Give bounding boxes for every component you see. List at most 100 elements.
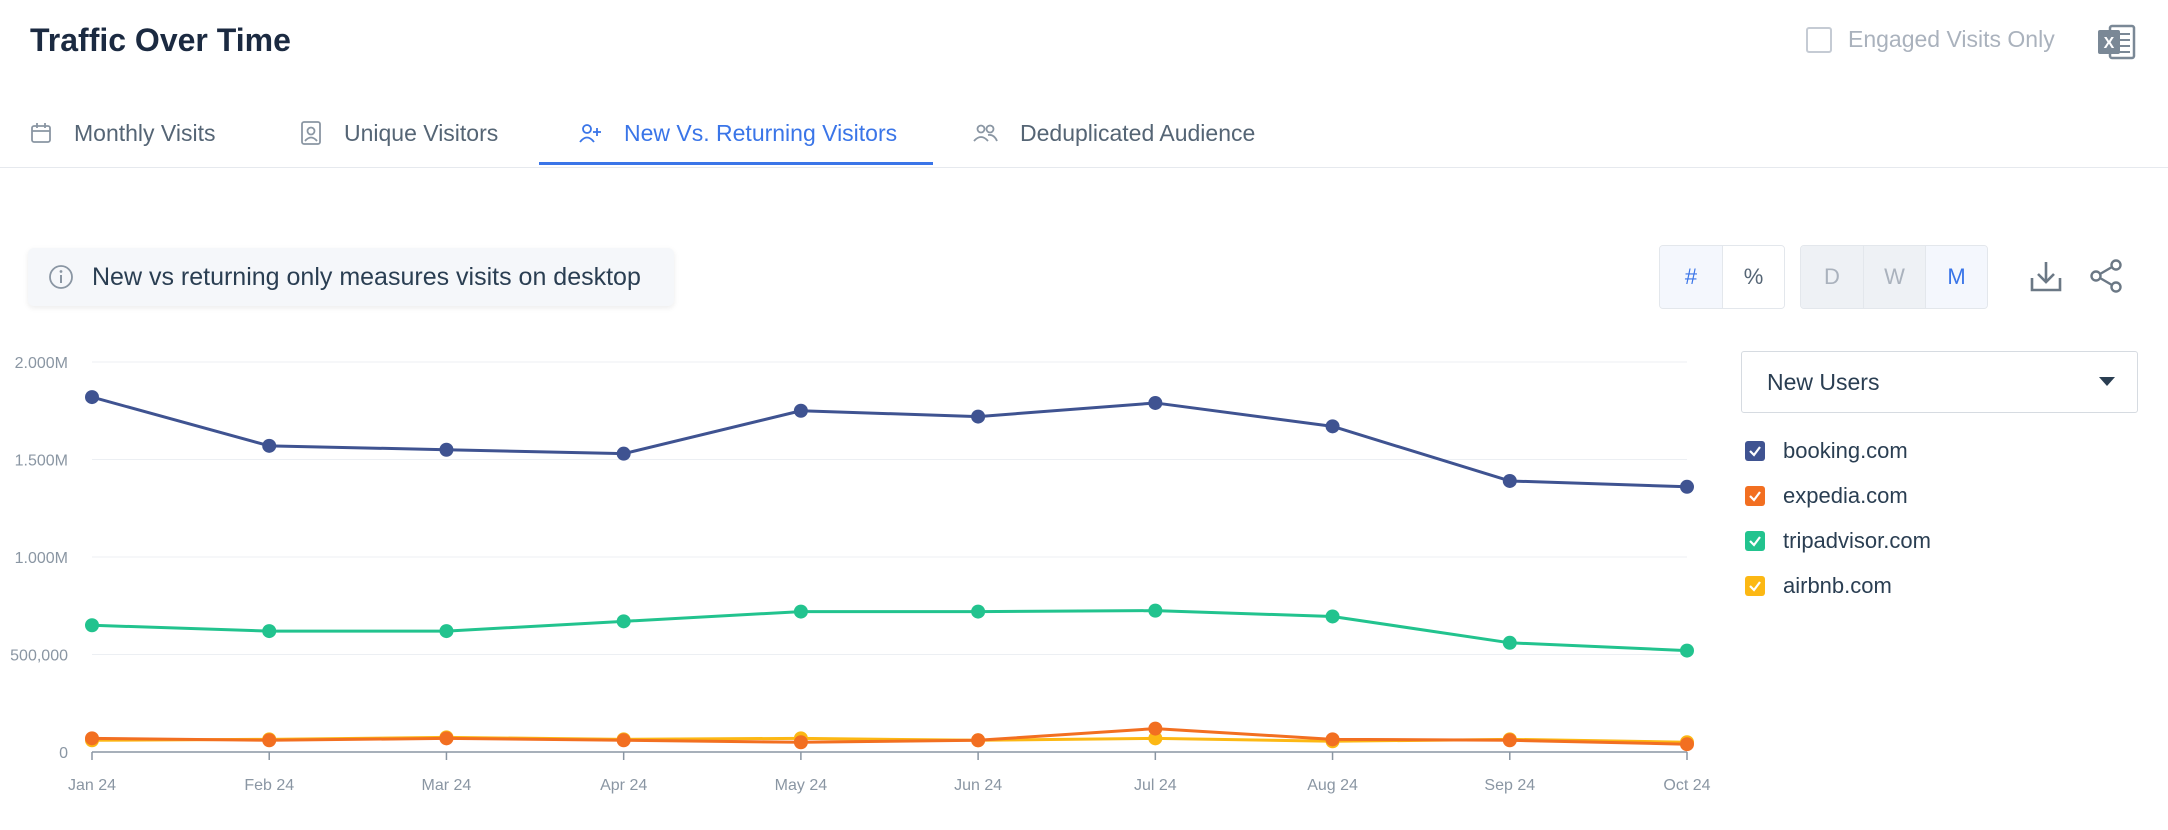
tab-deduplicated-audience[interactable]: Deduplicated Audience	[972, 98, 1255, 168]
legend-checkbox[interactable]	[1745, 440, 1765, 461]
checkmark-icon	[1749, 445, 1761, 457]
checkmark-icon	[1749, 580, 1761, 592]
active-tab-indicator	[539, 162, 933, 165]
data-point-booking	[1148, 395, 1163, 410]
data-point-booking	[1680, 479, 1694, 494]
data-point-expedia	[1502, 733, 1517, 748]
data-point-booking	[971, 409, 986, 424]
x-tick-label: Jun 24	[954, 777, 1002, 794]
engaged-visits-label: Engaged Visits Only	[1848, 26, 2055, 52]
value-mode-number-button[interactable]: #	[1660, 246, 1722, 308]
checkmark-icon	[1749, 490, 1761, 502]
tab-label: New Vs. Returning Visitors	[624, 119, 898, 146]
legend-checkbox[interactable]	[1745, 485, 1765, 506]
metric-dropdown-value: New Users	[1767, 368, 1880, 395]
series-line-expedia	[91, 727, 1688, 746]
granularity-toggle: D W M	[1800, 245, 1988, 309]
x-tick-label: Sep 24	[1484, 777, 1535, 794]
y-tick-label: 2.000M	[15, 355, 68, 372]
data-point-airbnb	[1148, 731, 1163, 746]
user-plus-icon	[579, 124, 601, 143]
info-icon	[49, 265, 73, 289]
x-tick-label: Apr 24	[600, 777, 647, 794]
chevron-down-icon	[2099, 377, 2115, 386]
x-tick-label: Aug 24	[1307, 777, 1358, 794]
engaged-visits-toggle[interactable]: Engaged Visits Only	[1806, 26, 2055, 53]
data-point-booking	[1325, 419, 1340, 434]
x-tick-label: Feb 24	[244, 777, 294, 794]
data-point-booking	[793, 403, 808, 418]
x-tick-label: May 24	[775, 777, 828, 794]
data-point-expedia	[793, 735, 808, 750]
y-tick-label: 1.000M	[15, 550, 68, 567]
engaged-visits-checkbox[interactable]	[1806, 26, 1832, 53]
legend-checkbox[interactable]	[1745, 530, 1765, 551]
legend-item-airbnb[interactable]: airbnb.com	[1745, 563, 1931, 608]
metric-dropdown[interactable]: New Users	[1741, 351, 2138, 413]
legend-checkbox[interactable]	[1745, 575, 1765, 596]
id-badge-icon	[301, 121, 321, 145]
data-point-tripadvisor	[616, 614, 631, 629]
granularity-day-button[interactable]: D	[1801, 246, 1863, 308]
tab-label: Monthly Visits	[74, 119, 216, 146]
legend-item-booking[interactable]: booking.com	[1745, 428, 1931, 473]
data-point-booking	[616, 446, 631, 461]
legend-item-expedia[interactable]: expedia.com	[1745, 473, 1931, 518]
tab-bar: Monthly Visits Unique Visitors New Vs. R…	[0, 98, 2168, 168]
legend-label: booking.com	[1783, 437, 1908, 463]
data-point-expedia	[1325, 732, 1340, 747]
data-point-tripadvisor	[85, 618, 99, 633]
y-tick-label: 500,000	[10, 648, 68, 665]
data-point-booking	[1502, 473, 1517, 488]
data-point-tripadvisor	[1680, 643, 1694, 658]
value-mode-percent-button[interactable]: %	[1722, 246, 1784, 308]
data-point-expedia	[1680, 737, 1694, 752]
page-title: Traffic Over Time	[30, 22, 291, 58]
data-point-tripadvisor	[971, 604, 986, 619]
x-tick-label: Jan 24	[68, 777, 116, 794]
data-point-booking	[262, 438, 277, 453]
excel-export-icon[interactable]: X	[2096, 22, 2136, 62]
data-point-tripadvisor	[262, 624, 277, 639]
x-tick-label: Mar 24	[422, 777, 472, 794]
users-icon	[973, 124, 998, 142]
info-text: New vs returning only measures visits on…	[92, 262, 641, 291]
x-tick-label: Jul 24	[1134, 777, 1177, 794]
legend-label: expedia.com	[1783, 482, 1908, 508]
data-point-tripadvisor	[439, 624, 454, 639]
data-point-booking	[439, 442, 454, 457]
info-banner: New vs returning only measures visits on…	[28, 248, 674, 306]
series-line-tripadvisor	[91, 609, 1688, 653]
data-point-expedia	[616, 733, 631, 748]
data-point-expedia	[262, 733, 277, 748]
tab-label: Unique Visitors	[344, 119, 499, 146]
share-icon[interactable]	[2088, 258, 2124, 294]
x-tick-label: Oct 24	[1663, 777, 1710, 794]
tab-unique-visitors[interactable]: Unique Visitors	[300, 98, 498, 168]
data-point-tripadvisor	[1325, 609, 1340, 624]
data-point-expedia	[85, 731, 99, 746]
svg-text:X: X	[2104, 35, 2115, 52]
chart-legend: booking.com expedia.com tripadvisor.com …	[1745, 428, 1931, 608]
calendar-icon	[31, 123, 51, 143]
download-icon[interactable]	[2028, 258, 2064, 294]
data-point-expedia	[1148, 721, 1163, 736]
legend-label: tripadvisor.com	[1783, 527, 1931, 553]
legend-item-tripadvisor[interactable]: tripadvisor.com	[1745, 518, 1931, 563]
data-point-expedia	[439, 731, 454, 746]
line-chart: 0 500,000 1.000M 1.500M 2.000M Jan 24 Feb 24 Ma…	[10, 355, 1711, 794]
y-tick-label: 0	[59, 745, 68, 762]
value-mode-toggle: # %	[1659, 245, 1785, 309]
legend-label: airbnb.com	[1783, 572, 1892, 598]
series-line-booking	[91, 395, 1688, 489]
tab-label: Deduplicated Audience	[1020, 119, 1256, 146]
tab-monthly-visits[interactable]: Monthly Visits	[30, 98, 215, 168]
data-point-tripadvisor	[1148, 603, 1163, 618]
granularity-week-button[interactable]: W	[1863, 246, 1925, 308]
granularity-month-button[interactable]: M	[1925, 246, 1987, 308]
checkmark-icon	[1749, 535, 1761, 547]
tab-new-vs-returning[interactable]: New Vs. Returning Visitors	[578, 98, 897, 168]
data-point-booking	[85, 390, 99, 405]
data-point-tripadvisor	[1502, 635, 1517, 650]
data-point-tripadvisor	[793, 604, 808, 619]
